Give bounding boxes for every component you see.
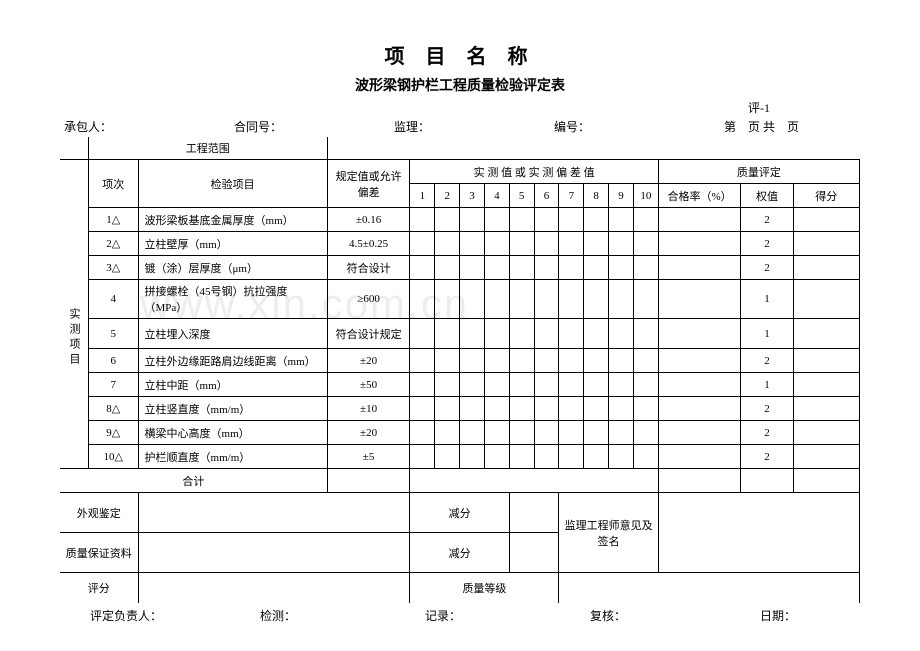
- cell-seq: 9△: [88, 421, 138, 445]
- col-passrate: 合格率（%）: [658, 184, 741, 208]
- cell-seq: 7: [88, 373, 138, 397]
- header-row-1: 项次 检验项目 规定值或允许偏差 实 测 值 或 实 测 偏 差 值 质量评定: [60, 160, 860, 184]
- scope-row: 工程范围: [60, 137, 860, 160]
- contract-label: 合同号：: [234, 118, 394, 135]
- table-row: 4 拼接螺栓（45号钢）抗拉强度（MPa） ≥600 1: [60, 280, 860, 319]
- date-label: 日期：: [760, 607, 796, 624]
- cell-weight: 2: [741, 349, 793, 373]
- cell-seq: 4: [88, 280, 138, 319]
- supervisor-label: 监理：: [394, 118, 554, 135]
- total-row: 合计: [60, 469, 860, 493]
- cell-seq: 8△: [88, 397, 138, 421]
- cell-weight: 1: [741, 280, 793, 319]
- cell-spec: 4.5±0.25: [327, 232, 410, 256]
- deduct-label-1: 减分: [410, 493, 509, 533]
- qa-label: 质量保证资料: [60, 533, 138, 573]
- cell-seq: 6: [88, 349, 138, 373]
- assessor-label: 评定负责人：: [90, 607, 260, 624]
- cell-item: 镀（涂）层厚度（μm）: [138, 256, 327, 280]
- cell-item: 波形梁板基底金属厚度（mm）: [138, 208, 327, 232]
- main-table: 工程范围 项次 检验项目 规定值或允许偏差 实 测 值 或 实 测 偏 差 值 …: [60, 137, 860, 603]
- col-weight: 权值: [741, 184, 793, 208]
- inspector-label: 检测：: [260, 607, 425, 624]
- cell-spec: ±10: [327, 397, 410, 421]
- cell-spec: 符合设计规定: [327, 319, 410, 349]
- table-row: 10△ 护栏顺直度（mm/m） ±5 2: [60, 445, 860, 469]
- cell-weight: 1: [741, 319, 793, 349]
- cell-spec: ±0.16: [327, 208, 410, 232]
- cell-weight: 1: [741, 373, 793, 397]
- cell-spec: ±20: [327, 349, 410, 373]
- cell-spec: ±50: [327, 373, 410, 397]
- cell-seq: 2△: [88, 232, 138, 256]
- cell-item: 护栏顺直度（mm/m）: [138, 445, 327, 469]
- cell-item: 立柱外边缘距路肩边线距离（mm）: [138, 349, 327, 373]
- cell-spec: ±20: [327, 421, 410, 445]
- cell-spec: ≥600: [327, 280, 410, 319]
- col-measured: 实 测 值 或 实 测 偏 差 值: [410, 160, 658, 184]
- deduct-label-2: 减分: [410, 533, 509, 573]
- recorder-label: 记录：: [425, 607, 590, 624]
- cell-item: 拼接螺栓（45号钢）抗拉强度（MPa）: [138, 280, 327, 319]
- cell-item: 立柱中距（mm）: [138, 373, 327, 397]
- cell-weight: 2: [741, 421, 793, 445]
- col-n3: 3: [460, 184, 485, 208]
- col-n8: 8: [584, 184, 609, 208]
- cell-seq: 10△: [88, 445, 138, 469]
- cell-seq: 5: [88, 319, 138, 349]
- contractor-label: 承包人：: [64, 118, 234, 135]
- header-info-row: 承包人： 合同号： 监理： 编号： 第 页 共 页: [60, 118, 860, 135]
- score-label: 评分: [60, 573, 138, 603]
- cell-seq: 1△: [88, 208, 138, 232]
- appearance-label: 外观鉴定: [60, 493, 138, 533]
- col-n9: 9: [609, 184, 634, 208]
- col-quality: 质量评定: [658, 160, 859, 184]
- col-n5: 5: [509, 184, 534, 208]
- table-row: 2△ 立柱壁厚（mm） 4.5±0.25 2: [60, 232, 860, 256]
- total-label: 合计: [60, 469, 327, 493]
- score-row: 评分 质量等级: [60, 573, 860, 603]
- page-subtitle: 波形梁钢护栏工程质量检验评定表: [60, 75, 860, 95]
- col-n4: 4: [484, 184, 509, 208]
- col-n2: 2: [435, 184, 460, 208]
- col-n10: 10: [633, 184, 658, 208]
- appearance-row: 外观鉴定 减分 监理工程师意见及签名: [60, 493, 860, 533]
- cell-weight: 2: [741, 256, 793, 280]
- cell-seq: 3△: [88, 256, 138, 280]
- scope-label: 工程范围: [88, 137, 327, 160]
- table-row: 9△ 横梁中心高度（mm） ±20 2: [60, 421, 860, 445]
- cell-weight: 2: [741, 208, 793, 232]
- cell-item: 立柱埋入深度: [138, 319, 327, 349]
- cell-item: 立柱壁厚（mm）: [138, 232, 327, 256]
- col-n6: 6: [534, 184, 559, 208]
- cell-item: 立柱竖直度（mm/m）: [138, 397, 327, 421]
- page-label: 第 页 共 页: [724, 118, 799, 135]
- section-label: 实测项目: [60, 208, 88, 469]
- col-n7: 7: [559, 184, 584, 208]
- table-row: 8△ 立柱竖直度（mm/m） ±10 2: [60, 397, 860, 421]
- reviewer-label: 复核：: [590, 607, 760, 624]
- col-seq: 项次: [88, 160, 138, 208]
- col-n1: 1: [410, 184, 435, 208]
- footer-row: 评定负责人： 检测： 记录： 复核： 日期：: [60, 603, 860, 624]
- cell-spec: ±5: [327, 445, 410, 469]
- cell-item: 横梁中心高度（mm）: [138, 421, 327, 445]
- table-row: 6 立柱外边缘距路肩边线距离（mm） ±20 2: [60, 349, 860, 373]
- number-label: 编号：: [554, 118, 724, 135]
- table-row: 5 立柱埋入深度 符合设计规定 1: [60, 319, 860, 349]
- col-score: 得分: [793, 184, 860, 208]
- page-title: 项 目 名 称: [60, 40, 860, 69]
- cell-weight: 2: [741, 232, 793, 256]
- engineer-label: 监理工程师意见及签名: [559, 493, 658, 573]
- table-row: 7 立柱中距（mm） ±50 1: [60, 373, 860, 397]
- cell-weight: 2: [741, 397, 793, 421]
- grade-label: 质量等级: [410, 573, 559, 603]
- table-row: 实测项目 1△ 波形梁板基底金属厚度（mm） ±0.16 2: [60, 208, 860, 232]
- table-row: 3△ 镀（涂）层厚度（μm） 符合设计 2: [60, 256, 860, 280]
- form-id: 评-1: [60, 99, 860, 116]
- cell-weight: 2: [741, 445, 793, 469]
- cell-spec: 符合设计: [327, 256, 410, 280]
- col-spec: 规定值或允许偏差: [327, 160, 410, 208]
- col-item: 检验项目: [138, 160, 327, 208]
